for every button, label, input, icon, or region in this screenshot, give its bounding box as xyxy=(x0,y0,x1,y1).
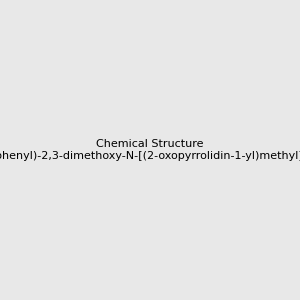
Text: Chemical Structure
N-(3-chlorophenyl)-2,3-dimethoxy-N-[(2-oxopyrrolidin-1-yl)met: Chemical Structure N-(3-chlorophenyl)-2,… xyxy=(0,139,300,161)
